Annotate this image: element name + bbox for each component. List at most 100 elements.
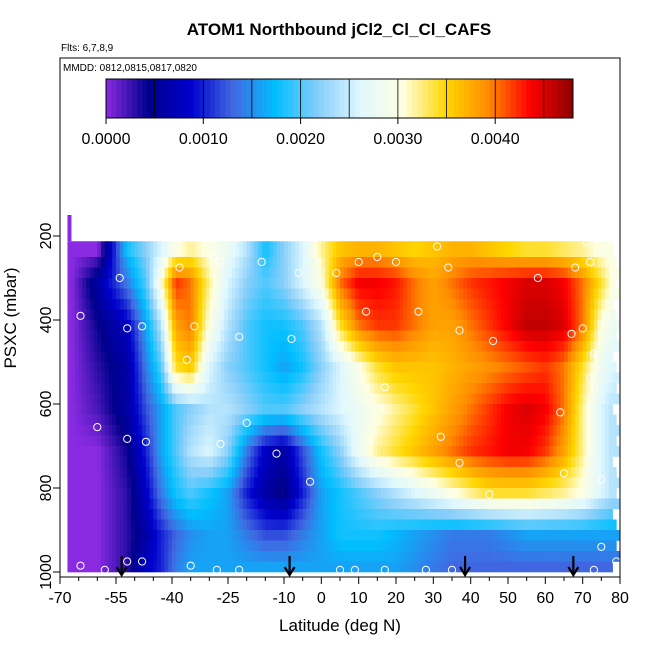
heat-cell <box>138 425 143 436</box>
heat-cell <box>470 509 475 520</box>
heat-cell <box>145 330 150 342</box>
heat-cell <box>86 519 91 531</box>
heat-cell <box>246 320 251 331</box>
heat-cell <box>190 498 195 510</box>
heat-cell <box>362 519 367 531</box>
heat-cell <box>101 477 106 489</box>
heat-cell <box>403 425 408 436</box>
heat-cell <box>321 278 326 289</box>
heat-cell <box>369 425 374 436</box>
heat-cell <box>328 267 333 279</box>
heat-cell <box>138 288 143 300</box>
heat-cell <box>440 393 445 405</box>
heat-cell <box>560 467 565 478</box>
heat-cell <box>575 288 580 300</box>
heat-cell <box>414 393 419 405</box>
heat-cell <box>104 288 109 300</box>
heat-cell <box>381 404 386 415</box>
heat-cell <box>347 425 352 436</box>
heat-cell <box>358 393 363 405</box>
heat-cell <box>414 540 419 552</box>
heat-cell <box>366 477 371 489</box>
heat-cell <box>504 414 509 426</box>
heat-cell <box>422 362 427 373</box>
heat-cell <box>190 341 195 352</box>
heat-cell <box>478 372 483 384</box>
heat-cell <box>272 372 277 384</box>
heat-cell <box>138 257 143 268</box>
heat-cell <box>295 509 300 520</box>
heat-cell <box>74 540 80 552</box>
heat-cell <box>93 540 98 552</box>
heat-cell <box>257 309 262 321</box>
heat-cell <box>541 561 546 573</box>
heat-cell <box>97 467 102 478</box>
colorbar-tick-label: 0.0020 <box>276 131 325 148</box>
heat-cell <box>291 341 296 352</box>
heat-cell <box>284 383 289 394</box>
heat-cell <box>560 309 565 321</box>
heat-cell <box>325 446 330 457</box>
heat-cell <box>399 404 404 415</box>
heat-cell <box>82 393 87 405</box>
heat-cell <box>444 456 449 468</box>
heat-cell <box>231 404 236 415</box>
heat-cell <box>384 383 389 394</box>
heat-cell <box>116 267 121 279</box>
heat-cell <box>317 299 322 310</box>
heat-cell <box>224 530 229 541</box>
heat-cell <box>321 393 326 405</box>
heat-cell <box>474 288 479 300</box>
heat-cell <box>340 257 345 268</box>
heat-cell <box>515 509 520 520</box>
heat-cell <box>205 540 210 552</box>
heat-cell <box>104 488 109 499</box>
colorbar-swatch <box>199 79 206 118</box>
heat-cell <box>511 414 516 426</box>
heat-cell <box>112 488 117 499</box>
heat-cell <box>242 341 248 352</box>
heat-cell <box>164 288 169 300</box>
heat-cell <box>138 362 143 373</box>
heat-cell <box>104 257 109 268</box>
heat-cell <box>407 299 412 310</box>
heat-cell <box>407 288 412 300</box>
heat-cell <box>269 498 274 510</box>
heat-cell <box>280 267 285 279</box>
heat-cell <box>157 267 162 279</box>
heat-cell <box>332 299 337 310</box>
heat-cell <box>313 530 318 541</box>
heat-cell <box>149 540 154 552</box>
heat-cell <box>437 372 442 384</box>
heat-cell <box>179 372 184 384</box>
x-tick-label: 70 <box>574 590 592 607</box>
heat-cell <box>325 404 330 415</box>
heat-cell <box>541 519 546 531</box>
heat-cell <box>429 309 434 321</box>
heat-cell <box>366 267 371 279</box>
heat-cell <box>444 299 449 310</box>
heat-cell <box>101 456 106 468</box>
heat-cell <box>366 320 371 331</box>
heat-cell <box>287 414 292 426</box>
heat-cell <box>396 509 401 520</box>
heat-cell <box>560 425 565 436</box>
heat-cell <box>168 383 173 394</box>
heat-cell <box>242 530 248 541</box>
heat-cell <box>306 435 311 447</box>
heat-cell <box>455 372 460 384</box>
heat-cell <box>399 551 404 562</box>
heat-cell <box>231 414 236 426</box>
heat-cell <box>384 257 389 268</box>
heat-cell <box>362 257 367 268</box>
colorbar-swatch <box>458 79 465 118</box>
heat-cell <box>235 372 240 384</box>
heat-cell <box>138 404 143 415</box>
heat-cell <box>564 561 569 573</box>
heat-cell <box>556 288 561 300</box>
heat-cell <box>590 530 595 541</box>
heat-cell <box>437 257 442 268</box>
heat-cell <box>593 341 598 352</box>
heat-cell <box>332 551 337 562</box>
heat-cell <box>433 488 438 499</box>
